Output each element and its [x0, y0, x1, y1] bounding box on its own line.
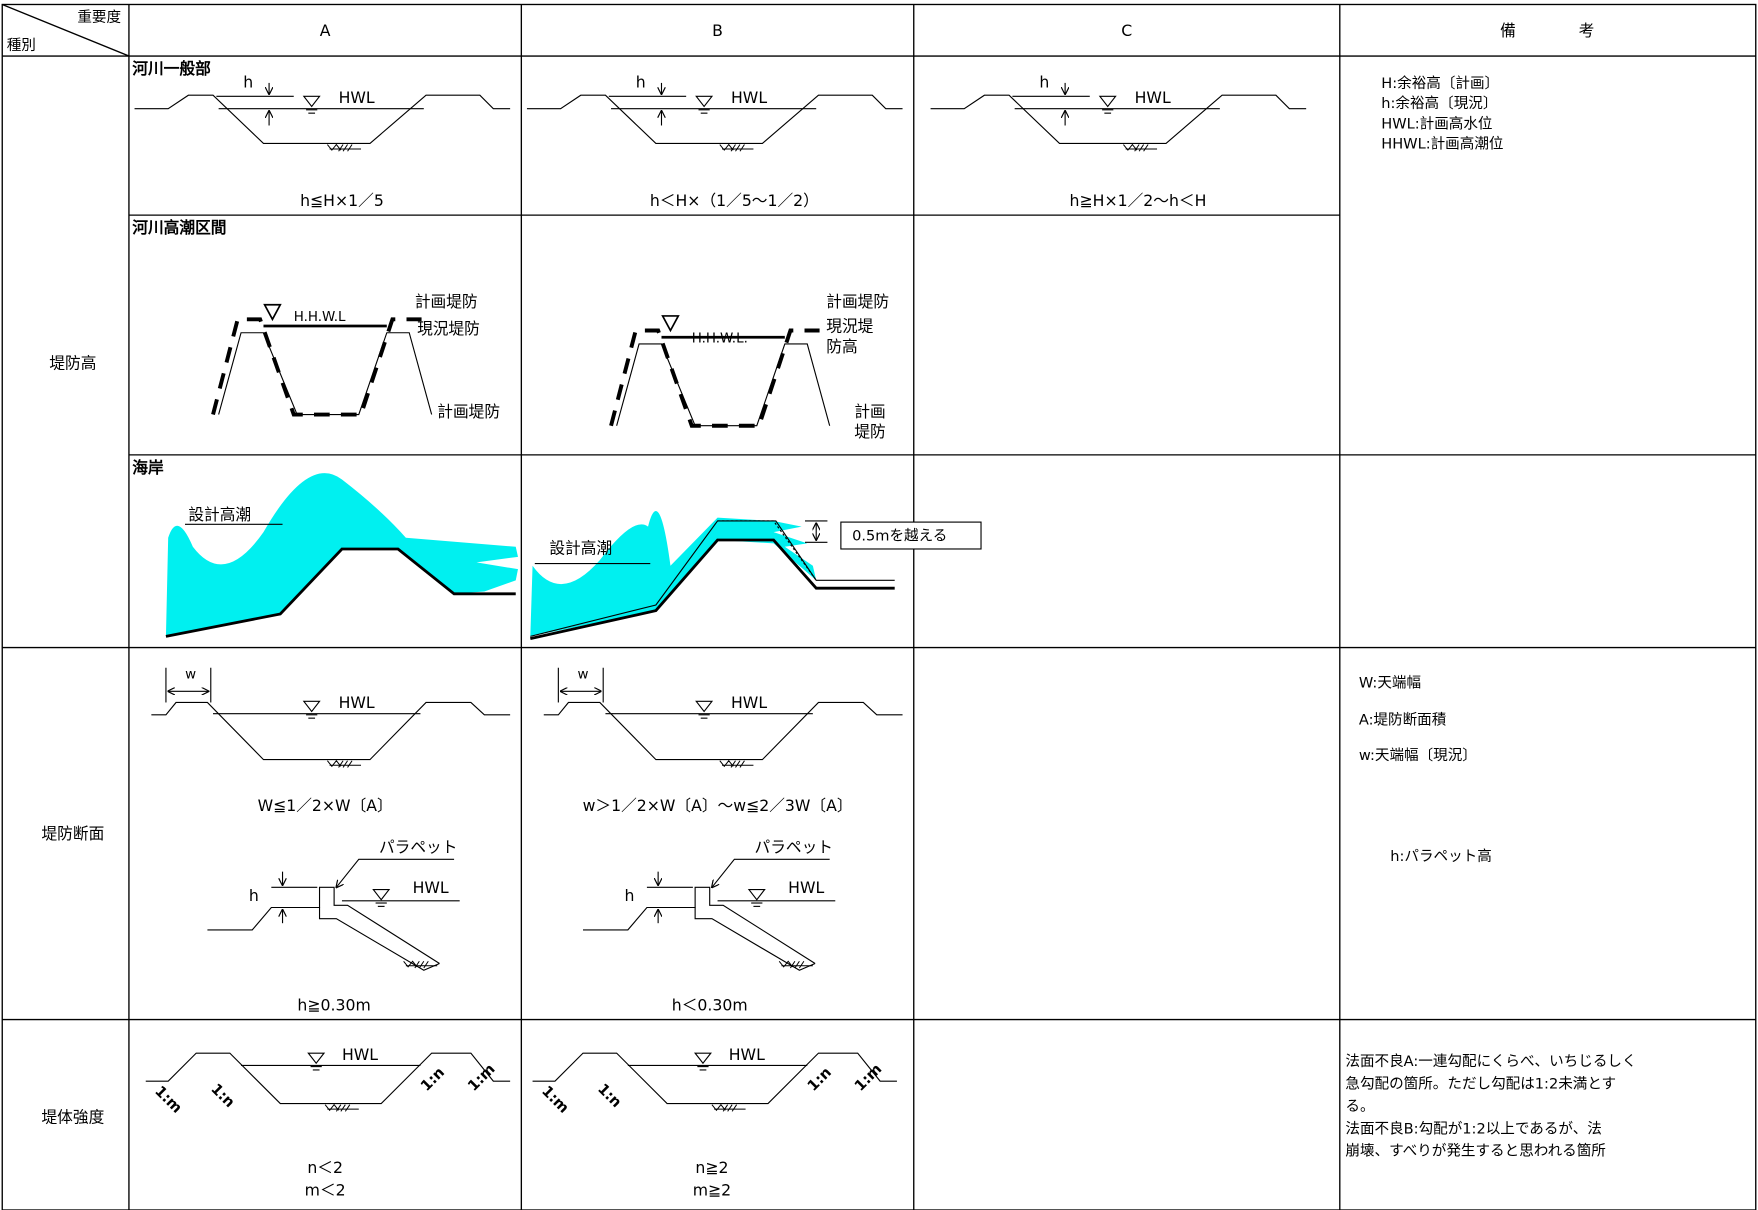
condition: n≧2 — [695, 1158, 728, 1177]
condition: h＜0.30m — [672, 996, 748, 1015]
condition: h＜H×（1／5〜1／2） — [650, 191, 819, 210]
dim-label: h — [243, 72, 253, 91]
note: 法面不良A:一連勾配にくらべ、いちじるしく — [1345, 1053, 1636, 1070]
note: HWL:計画高水位 — [1381, 115, 1492, 132]
tidal-label: 計画堤防 — [415, 292, 478, 311]
hwl-label: HWL — [788, 878, 824, 897]
parapet-label: パラペット — [379, 838, 457, 857]
row-label: 堤体強度 — [41, 1108, 104, 1127]
tidal-label: 現況堤 — [826, 317, 873, 336]
slope-label: 1:n — [804, 1064, 835, 1095]
row-label: 堤防断面 — [41, 824, 104, 843]
tidal-label: 防高 — [826, 337, 857, 356]
table-grid — [1, 3, 1757, 1210]
column-header: A — [320, 21, 331, 40]
corner-importance: 重要度 — [77, 9, 121, 26]
note: h:パラペット高 — [1390, 848, 1492, 865]
note: h:余裕高〔現況〕 — [1381, 94, 1497, 112]
note: W:天端幅 — [1359, 674, 1421, 691]
river-diagram-c — [931, 83, 1307, 151]
tide-label: 設計高潮 — [549, 538, 612, 557]
slope-label: 1:m — [465, 1061, 499, 1095]
width-diagram-a — [151, 668, 510, 768]
dim-label: h — [624, 886, 634, 905]
sub-label: 河川高潮区間 — [132, 218, 226, 237]
dim-label: h — [249, 886, 259, 905]
condition: h≦H×1／5 — [300, 191, 384, 210]
hwl-label: HWL — [1135, 88, 1171, 107]
tidal-label: 計画 — [854, 402, 885, 421]
condition: W≦1／2×W〔A〕 — [258, 796, 393, 815]
body-diagram-a — [146, 1053, 510, 1111]
corner-type: 種別 — [7, 37, 36, 54]
row-label: 堤防高 — [49, 354, 96, 373]
dim-label: h — [636, 72, 646, 91]
parapet-diagram-a — [207, 859, 459, 970]
column-header: C — [1121, 21, 1132, 40]
column-header: 備 考 — [1500, 21, 1594, 40]
dim-label: h — [1039, 72, 1049, 91]
note: H:余裕高〔計画〕 — [1381, 74, 1499, 92]
hhwl-label: H.H.W.L — [294, 310, 346, 325]
hwl-label: HWL — [342, 1045, 378, 1064]
tidal-label: 計画堤防 — [826, 292, 889, 311]
overtop-label: 0.5mを越える — [852, 528, 947, 545]
hwl-label: HWL — [731, 693, 767, 712]
condition: h≧0.30m — [297, 996, 370, 1015]
dim-label: w — [185, 667, 196, 682]
river-diagram-a — [135, 83, 511, 151]
tidal-label: 堤防 — [854, 422, 885, 441]
hwl-label: HWL — [339, 88, 375, 107]
dim-label: w — [578, 667, 589, 682]
tidal-label: 現況堤防 — [417, 319, 480, 338]
note: HHWL:計画高潮位 — [1381, 136, 1503, 153]
diagrams — [135, 83, 1307, 1112]
river-diagram-b — [527, 83, 903, 151]
note: w:天端幅〔現況〕 — [1359, 747, 1477, 764]
note: る。 — [1345, 1098, 1374, 1115]
column-header: B — [712, 21, 723, 40]
sub-label: 河川一般部 — [132, 59, 211, 78]
hwl-label: HWL — [731, 88, 767, 107]
parapet-label: パラペット — [755, 838, 833, 857]
hhwl-label: H.H.W.L. — [692, 331, 748, 346]
width-diagram-b — [544, 668, 903, 768]
body-diagram-b — [533, 1053, 897, 1111]
slope-label: 1:m — [538, 1083, 572, 1117]
coast-diagram-a — [165, 473, 518, 638]
slope-label: 1:n — [594, 1080, 625, 1111]
hwl-label: HWL — [413, 878, 449, 897]
condition: n＜2 — [307, 1158, 343, 1177]
condition: h≧H×1／2〜h＜H — [1070, 191, 1207, 210]
hwl-label: HWL — [339, 693, 375, 712]
hwl-label: HWL — [729, 1045, 765, 1064]
tide-label: 設計高潮 — [188, 505, 251, 524]
note: 法面不良B:勾配が1:2以上であるが、法 — [1345, 1120, 1601, 1137]
slope-label: 1:n — [417, 1064, 448, 1095]
condition: m≧2 — [693, 1180, 731, 1199]
parapet-diagram-b — [583, 859, 835, 970]
coast-diagram-b — [530, 510, 982, 640]
note: 急勾配の箇所。ただし勾配は1:2未満とす — [1345, 1076, 1616, 1093]
tidal-label: 計画堤防 — [437, 402, 500, 421]
slope-label: 1:m — [151, 1083, 185, 1117]
note: 崩壊、すべりが発生すると思われる箇所 — [1345, 1143, 1605, 1160]
slope-label: 1:m — [851, 1061, 885, 1095]
sub-label: 海岸 — [132, 458, 164, 477]
slope-label: 1:n — [207, 1080, 238, 1111]
condition: w＞1／2×W〔A〕〜w≦2／3W〔A〕 — [583, 796, 853, 815]
condition: m＜2 — [305, 1180, 346, 1199]
note: A:堤防断面積 — [1359, 711, 1447, 728]
